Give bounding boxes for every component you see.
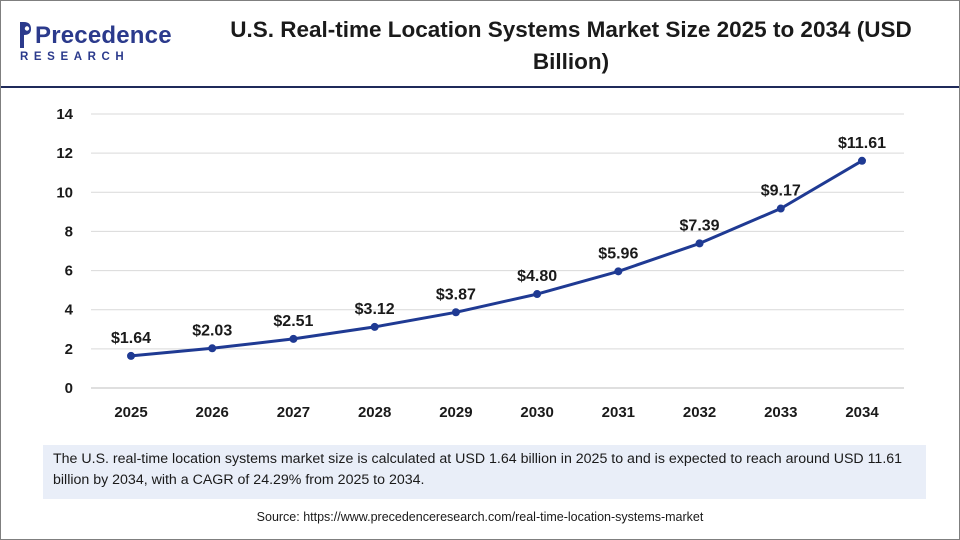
x-tick-label: 2029 — [439, 404, 472, 421]
data-label: $11.61 — [838, 135, 886, 152]
data-point — [533, 290, 542, 299]
y-tick-label: 2 — [65, 341, 73, 358]
data-point — [776, 204, 785, 213]
brand-logo: Precedence RESEARCH — [19, 18, 172, 64]
data-labels: $1.64 $2.03 $2.51 $3.12 $3.87 $4.80 $5.96 $7.39… — [111, 135, 886, 347]
x-tick-label: 2027 — [277, 404, 310, 421]
x-tick-label: 2033 — [764, 404, 797, 421]
data-label: $2.03 — [192, 322, 232, 339]
header: Precedence RESEARCH U.S. Real-time Locat… — [1, 1, 959, 88]
series-line-path — [130, 159, 863, 358]
y-tick-label: 14 — [56, 106, 73, 123]
x-tick-label: 2025 — [114, 404, 147, 421]
source-link[interactable]: Source: https://www.precedenceresearch.c… — [256, 510, 704, 524]
series-line — [130, 159, 863, 358]
x-tick-label: 2034 — [845, 404, 879, 421]
data-point — [614, 267, 623, 276]
y-tick-label: 0 — [65, 380, 73, 397]
data-point — [695, 239, 704, 248]
data-point — [208, 344, 217, 353]
x-tick-label: 2031 — [602, 404, 635, 421]
data-label: $3.87 — [436, 286, 476, 303]
x-tick-label: 2028 — [358, 404, 391, 421]
data-label: $7.39 — [680, 217, 720, 234]
data-label: $3.12 — [355, 301, 395, 318]
chart-title: U.S. Real-time Location Systems Market S… — [230, 17, 912, 74]
brand-name: Precedence — [35, 22, 172, 49]
y-tick-label: 6 — [65, 263, 73, 280]
data-point — [858, 156, 866, 165]
data-label: $1.64 — [111, 330, 151, 347]
axes: 0 2 4 6 8 10 12 14 2025 2026 2027 2028 2029 2030 2031 2… — [56, 106, 904, 421]
data-point — [289, 334, 298, 343]
data-point — [370, 322, 379, 331]
data-point — [127, 351, 135, 360]
brand-tagline: RESEARCH — [20, 51, 130, 63]
y-tick-label: 8 — [65, 223, 73, 240]
logo-mark-icon — [20, 22, 31, 48]
x-tick-label: 2030 — [520, 404, 553, 421]
y-tick-label: 4 — [65, 302, 74, 319]
data-label: $2.51 — [273, 313, 313, 330]
x-tick-label: 2026 — [196, 404, 229, 421]
y-tick-label: 10 — [56, 184, 73, 201]
data-label: $4.80 — [517, 268, 557, 285]
line-chart: 0 2 4 6 8 10 12 14 2025 2026 2027 2028 2029 2030 2031 2… — [56, 106, 904, 421]
gridlines — [91, 113, 904, 350]
data-label: $9.17 — [761, 183, 801, 200]
x-tick-label: 2032 — [683, 404, 716, 421]
data-label: $5.96 — [598, 245, 638, 262]
summary-note: The U.S. real-time location systems mark… — [43, 445, 926, 499]
y-tick-label: 12 — [56, 145, 73, 162]
data-points — [127, 156, 866, 360]
data-point — [451, 308, 460, 317]
